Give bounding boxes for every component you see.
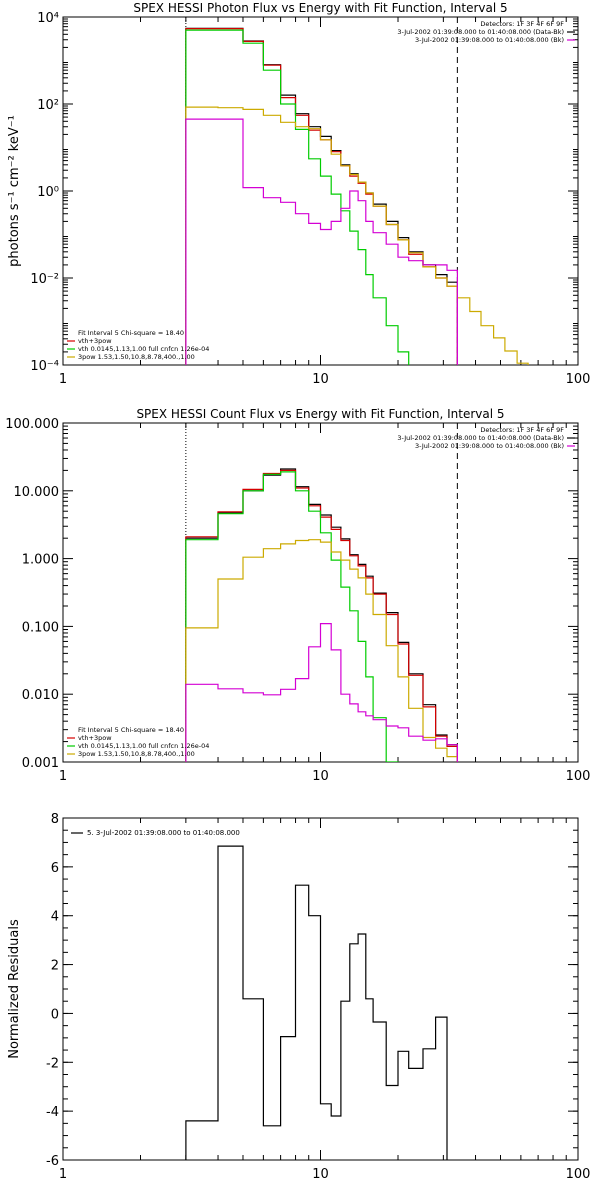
x-tick-label: 10 <box>312 1167 329 1182</box>
y-axis-label: photons s⁻¹ cm⁻² keV⁻¹ <box>7 115 22 267</box>
legend-bottom-left-text: vth+3pow <box>78 337 112 345</box>
data-layer <box>185 845 448 1160</box>
legend-top-right-text: Detectors: 1F 3F 4F 6F 9F <box>480 20 564 28</box>
legend-top-right-text: 3-Jul-2002 01:39:08.000 to 01:40:08.000 … <box>415 442 564 450</box>
y-tick-label: 10⁻² <box>30 272 59 287</box>
series-line-bk <box>185 623 458 762</box>
x-tick-label: 100 <box>566 372 591 387</box>
series-line-5-3-jul-2002-01-39-08-000-to-01-40-08-000 <box>185 845 448 1160</box>
y-tick-label: 0.010 <box>22 688 59 703</box>
x-tick-label: 1 <box>59 1167 67 1182</box>
y-tick-label: 100.000 <box>5 417 59 432</box>
legend-bottom-left-text: vth 0.0145,1.13,1.00 full cnfcn 1.26e-04 <box>78 742 209 750</box>
legend-bottom-left-text: vth 0.0145,1.13,1.00 full cnfcn 1.26e-04 <box>78 345 209 353</box>
legend-bottom-left-text: vth+3pow <box>78 734 112 742</box>
chart-panel-1: SPEX HESSI Photon Flux vs Energy with Fi… <box>7 1 590 387</box>
legend-top-right-text: Detectors: 1F 3F 4F 6F 9F <box>480 426 564 434</box>
x-tick-label: 1 <box>59 769 67 784</box>
series-line-vth <box>185 471 399 762</box>
y-tick-label: 0.001 <box>22 756 59 771</box>
x-tick-label: 100 <box>566 1167 591 1182</box>
legend-top-right-text: 3-Jul-2002 01:39:08.000 to 01:40:08.000 … <box>397 28 564 36</box>
legend-bottom-left-text: 3pow 1.53,1.50,10.8,8.78,400.,1.00 <box>78 353 195 361</box>
chart-title: SPEX HESSI Count Flux vs Energy with Fit… <box>136 407 504 421</box>
legend-top-left-text: 5. 3-Jul-2002 01:39:08.000 to 01:40:08.0… <box>87 829 240 837</box>
series-line-data-bk <box>185 27 458 365</box>
chart-panel-3: Normalized Residuals 1 10 100 -6 -4 -2 0 2 4 6 8 5. … <box>7 812 590 1182</box>
plot-frame <box>62 16 579 366</box>
x-tick-label: 10 <box>312 372 329 387</box>
y-tick-label: -2 <box>46 1056 59 1071</box>
x-tick-label: 1 <box>59 372 67 387</box>
y-axis-label: Normalized Residuals <box>7 919 22 1059</box>
x-tick-label: 100 <box>566 769 591 784</box>
y-tick-label: 10⁴ <box>37 11 59 26</box>
legend-top-right-text: 3-Jul-2002 01:39:08.000 to 01:40:08.000 … <box>397 434 564 442</box>
x-tick-label: 10 <box>312 769 329 784</box>
data-layer <box>185 27 529 365</box>
legend-bottom-left-text: Fit Interval 5 Chi-square = 18.40 <box>78 329 184 337</box>
series-line-3pow <box>185 106 529 365</box>
y-tick-label: 2 <box>51 959 59 974</box>
chart-title: SPEX HESSI Photon Flux vs Energy with Fi… <box>133 1 507 15</box>
y-tick-label: 10.000 <box>14 485 60 500</box>
series-line-vth <box>185 29 410 365</box>
series-line-3pow <box>185 539 458 762</box>
y-tick-label: 10⁻⁴ <box>30 359 59 374</box>
y-tick-label: 10² <box>37 98 59 113</box>
y-tick-label: -6 <box>46 1154 59 1169</box>
series-line-vth-3pow <box>185 28 458 365</box>
data-layer <box>185 468 458 762</box>
legend-bottom-left-text: Fit Interval 5 Chi-square = 18.40 <box>78 726 184 734</box>
chart-panel-2: SPEX HESSI Count Flux vs Energy with Fit… <box>5 407 591 784</box>
series-line-bk <box>185 118 458 365</box>
y-tick-label: 0.100 <box>22 620 59 635</box>
plot-frame <box>62 422 579 763</box>
y-tick-label: 8 <box>51 812 59 827</box>
legend-top-right-text: 3-Jul-2002 01:39:08.000 to 01:40:08.000 … <box>415 36 564 44</box>
y-tick-label: 1.000 <box>22 553 59 568</box>
y-tick-label: 10⁰ <box>37 185 59 200</box>
y-tick-label: 6 <box>51 861 59 876</box>
y-tick-label: -4 <box>46 1105 59 1120</box>
y-tick-label: 0 <box>51 1007 59 1022</box>
legend-bottom-left-text: 3pow 1.53,1.50,10.8,8.78,400.,1.00 <box>78 750 195 758</box>
y-tick-label: 4 <box>51 910 59 925</box>
